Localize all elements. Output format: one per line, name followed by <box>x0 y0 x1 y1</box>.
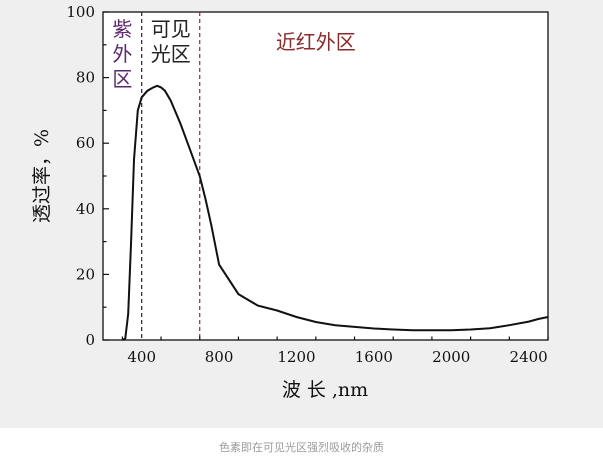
region-label: 区 <box>112 67 132 91</box>
region-label: 近红外区 <box>276 30 356 54</box>
y-tick-label: 60 <box>76 134 95 152</box>
y-axis-title: 透过率，% <box>31 129 53 223</box>
region-label: 紫 <box>112 17 132 41</box>
region-label: 可见 <box>151 17 191 41</box>
region-label: 外 <box>112 42 132 66</box>
y-tick-label: 40 <box>76 200 95 218</box>
x-tick-label: 2000 <box>432 348 470 366</box>
x-tick-label: 2400 <box>510 348 548 366</box>
region-label: 光区 <box>151 42 191 66</box>
series-line-transmittance <box>121 84 549 341</box>
y-tick-label: 0 <box>85 331 95 349</box>
chart: 400 800 1200 1600 2000 2400 0 20 40 60 80 100 紫外区 可… <box>31 3 549 401</box>
x-tick-label: 1600 <box>355 348 393 366</box>
y-tick-label: 20 <box>76 265 95 283</box>
figure-caption: 色素即在可见光区强烈吸收的杂质 <box>219 441 384 454</box>
x-tick-label: 800 <box>205 348 234 366</box>
x-tick-label: 400 <box>127 348 156 366</box>
y-tick-label: 100 <box>66 3 95 21</box>
x-tick-label: 1200 <box>277 348 315 366</box>
plot-frame <box>102 11 549 341</box>
x-axis-title: 波 长 ,nm <box>282 379 368 401</box>
figure-panel: 400 800 1200 1600 2000 2400 0 20 40 60 80 100 紫外区 可… <box>0 0 603 428</box>
y-tick-label: 80 <box>76 69 95 87</box>
